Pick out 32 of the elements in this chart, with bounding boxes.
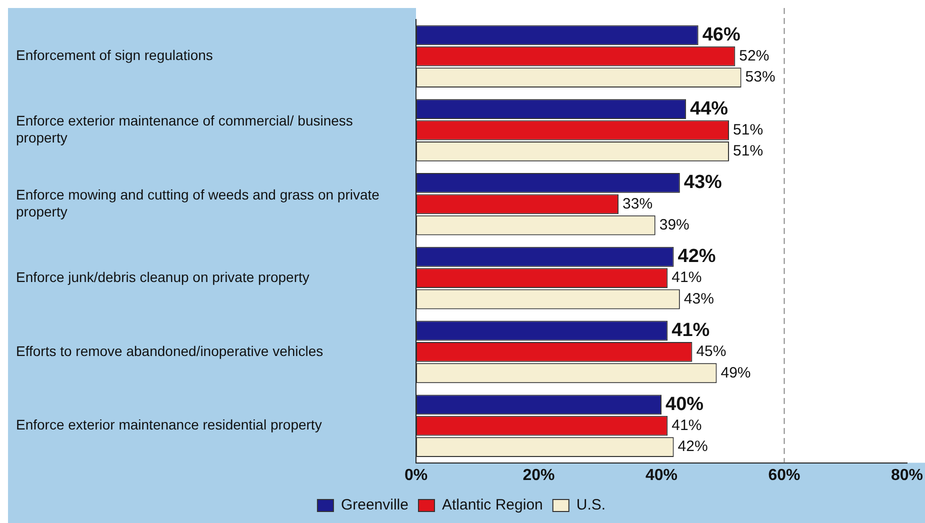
data-label: 49% — [720, 364, 751, 382]
data-label: 33% — [622, 195, 653, 212]
x-tick-label: 60% — [768, 466, 800, 484]
data-label: 41% — [672, 269, 702, 286]
y-tick-label: Enforce junk/debris cleanup on private property — [16, 268, 310, 285]
y-tick-label: Efforts to remove abandoned/inoperative vehicles — [16, 342, 324, 359]
y-tick-label: Enforce mowing and cutting of weeds and grass on private property — [16, 186, 380, 220]
x-tick-label: 20% — [522, 466, 555, 484]
data-label: 53% — [745, 68, 776, 86]
data-label: 43% — [684, 172, 722, 194]
data-label: 41% — [672, 416, 702, 434]
data-label: 45% — [696, 343, 726, 360]
data-label: 42% — [678, 438, 708, 456]
x-tick-label: 40% — [645, 466, 678, 484]
data-label: 42% — [678, 246, 716, 268]
y-tick-label: Enforce exterior maintenance of commercial/ business property — [16, 112, 353, 146]
x-tick-label: 0% — [404, 466, 428, 484]
data-label: 46% — [702, 24, 740, 46]
data-label: 51% — [733, 142, 764, 160]
legend-label: Greenville — [340, 496, 408, 514]
data-label: 41% — [672, 320, 710, 341]
data-label: 52% — [739, 47, 770, 64]
data-label: 51% — [733, 121, 764, 138]
y-tick-label: Enforcement of sign regulations — [16, 47, 213, 64]
legend-label: Atlantic Region — [442, 496, 543, 514]
data-label: 44% — [690, 98, 728, 120]
legend-label: U.S. — [576, 496, 606, 514]
data-label: 40% — [666, 394, 704, 415]
x-tick-label: 80% — [890, 466, 924, 484]
data-label: 43% — [684, 290, 714, 308]
data-label: 39% — [659, 216, 690, 234]
y-tick-label: Enforce exterior maintenance residential property — [16, 416, 322, 433]
